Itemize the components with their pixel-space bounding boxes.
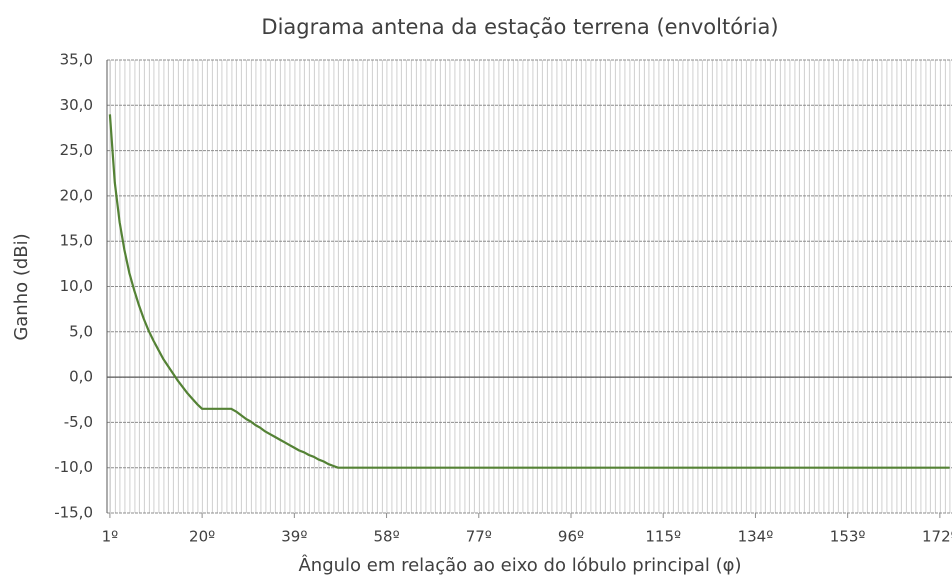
y-tick-label: 25,0 bbox=[60, 141, 93, 159]
x-tick-label: 1º bbox=[102, 528, 119, 546]
x-tick-label: 153º bbox=[830, 528, 866, 546]
y-tick-label: 30,0 bbox=[60, 96, 93, 114]
x-tick-label: 134º bbox=[738, 528, 774, 546]
y-tick-label: 10,0 bbox=[60, 277, 93, 295]
y-tick-label: 35,0 bbox=[60, 51, 93, 69]
x-tick-label: 39º bbox=[281, 528, 307, 546]
x-tick-label: 172º bbox=[922, 528, 952, 546]
x-tick-label: 77º bbox=[466, 528, 492, 546]
y-tick-label: -5,0 bbox=[64, 413, 93, 431]
y-tick-label: 20,0 bbox=[60, 186, 93, 204]
chart-title: Diagrama antena da estação terrena (envo… bbox=[261, 15, 778, 39]
y-tick-label: 15,0 bbox=[60, 232, 93, 250]
y-tick-label: 0,0 bbox=[69, 368, 93, 386]
x-tick-label: 115º bbox=[645, 528, 681, 546]
y-tick-label: -15,0 bbox=[54, 504, 93, 522]
y-tick-label: -10,0 bbox=[54, 458, 93, 476]
y-tick-label: 5,0 bbox=[69, 322, 93, 340]
data-line bbox=[108, 114, 950, 469]
x-tick-label: 96º bbox=[558, 528, 584, 546]
x-tick-label: 20º bbox=[189, 528, 215, 546]
x-tick-label: 58º bbox=[373, 528, 399, 546]
y-axis-label: Ganho (dBi) bbox=[11, 233, 32, 340]
x-axis-label: Ângulo em relação ao eixo do lóbulo prin… bbox=[298, 554, 741, 576]
